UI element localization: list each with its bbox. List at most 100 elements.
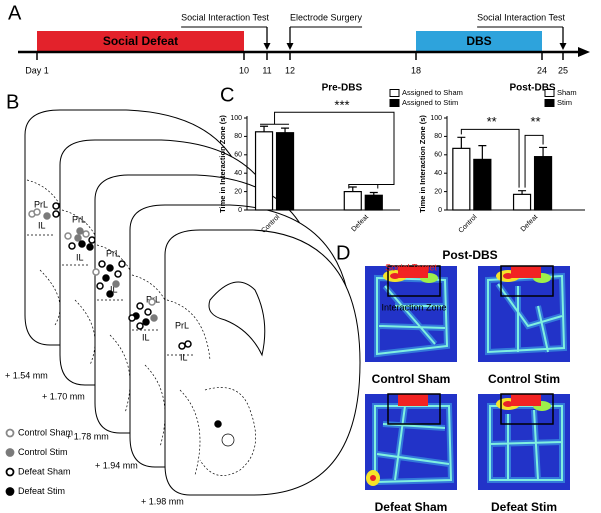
region-boundary — [166, 299, 211, 476]
y-tick-label: 60 — [434, 152, 442, 159]
legend-swatch — [544, 89, 555, 97]
bar — [473, 158, 492, 211]
interaction-zone — [500, 393, 554, 425]
electrode-site — [98, 260, 106, 268]
bar — [452, 147, 471, 211]
y-tick-label: 0 — [438, 207, 442, 214]
electrode-site — [88, 236, 96, 244]
structure — [221, 433, 235, 447]
chart-title: Post-DBS — [509, 83, 555, 94]
region-label: PrL — [72, 214, 86, 224]
significance-label: ** — [487, 114, 497, 129]
electrode-site — [76, 227, 84, 235]
electrode-site — [78, 240, 86, 248]
social-target — [398, 266, 428, 278]
trail — [487, 274, 566, 354]
electrode-site — [118, 260, 126, 268]
event-label: Electrode Surgery — [290, 12, 363, 22]
legend-label: Sham — [557, 88, 577, 97]
trail — [374, 405, 453, 484]
y-axis-label: Time in Interaction Zone (s) — [218, 115, 227, 213]
electrode-site — [96, 282, 104, 290]
hotspot — [390, 273, 400, 279]
interaction-zone — [387, 265, 441, 297]
bar — [364, 194, 383, 211]
significance-label: *** — [334, 98, 349, 113]
legend-swatch — [544, 99, 555, 107]
error-bar — [539, 146, 548, 157]
heatmap — [365, 265, 457, 362]
ventricle — [208, 281, 266, 357]
y-tick-label: 40 — [234, 170, 242, 177]
event-arrowhead — [286, 43, 294, 50]
tick-label: 18 — [411, 65, 421, 75]
zone-label: Interaction Zone — [381, 302, 446, 312]
social-target — [511, 266, 541, 278]
legend-marker — [5, 467, 15, 477]
heatmap-caption: Control Stim — [488, 372, 560, 386]
electrode-site — [33, 208, 41, 216]
electrode-site — [214, 420, 222, 428]
panel-label: B — [6, 91, 19, 113]
legend-label: Defeat Sham — [18, 466, 71, 476]
error-bar — [260, 125, 269, 132]
legend-marker — [5, 487, 15, 496]
error-bar — [457, 136, 466, 149]
electrode-site — [68, 242, 76, 250]
legend-swatch — [389, 89, 400, 97]
phase-bar — [416, 31, 542, 52]
region-label: PrL — [175, 320, 189, 330]
section-level: + 1.70 mm — [42, 391, 85, 401]
heatmap — [478, 393, 570, 490]
event-label: Social Interaction Test — [477, 12, 565, 22]
phase-label: DBS — [466, 34, 491, 48]
event-label: Social Interaction Test — [181, 12, 269, 22]
significance-bracket — [460, 128, 520, 188]
bar — [275, 132, 295, 211]
bar — [254, 131, 274, 211]
bar — [533, 156, 553, 211]
y-tick-label: 100 — [230, 115, 242, 122]
electrode-site — [142, 318, 150, 326]
error-bar — [369, 191, 378, 196]
interaction-zone — [387, 393, 441, 425]
legend-swatch — [389, 99, 400, 107]
y-tick-label: 0 — [238, 207, 242, 214]
electrode-site — [106, 264, 114, 272]
y-tick-label: 80 — [234, 133, 242, 140]
significance-bracket — [524, 134, 544, 188]
region-label: PrL — [34, 199, 48, 209]
trail — [376, 276, 449, 356]
electrode-site — [82, 230, 90, 238]
section-level: + 1.98 mm — [141, 496, 184, 506]
tick-label: 25 — [558, 65, 568, 75]
target-label: Social Target — [385, 262, 437, 272]
region-label: IL — [142, 332, 150, 342]
section-level: + 1.78 mm — [66, 431, 109, 441]
tick-label: 12 — [285, 65, 295, 75]
x-tick-label: Defeat — [520, 214, 540, 234]
tick-label: 24 — [537, 65, 547, 75]
axis-arrow — [578, 47, 590, 57]
heatmap-caption: Control Sham — [372, 372, 451, 386]
legend-marker — [5, 428, 15, 438]
electrode-site — [114, 270, 122, 278]
error-bar — [348, 186, 357, 192]
electrode-site — [136, 322, 144, 330]
electrode-site — [52, 202, 60, 210]
electrode-site — [74, 234, 82, 242]
section-level: + 1.94 mm — [95, 460, 138, 470]
y-tick-label: 80 — [434, 133, 442, 140]
error-bar — [518, 190, 527, 195]
y-tick-label: 20 — [434, 188, 442, 195]
electrode-site — [178, 342, 186, 350]
y-tick-label: 60 — [234, 152, 242, 159]
region-label: IL — [110, 284, 118, 294]
y-tick-label: 20 — [234, 188, 242, 195]
electrode-site — [86, 243, 94, 251]
tick-label: Day 1 — [25, 65, 49, 75]
hotspot — [503, 273, 513, 279]
legend-label: Assigned to Stim — [402, 98, 458, 107]
phase-bar — [37, 31, 244, 52]
chart-title: Pre-DBS — [322, 83, 363, 94]
